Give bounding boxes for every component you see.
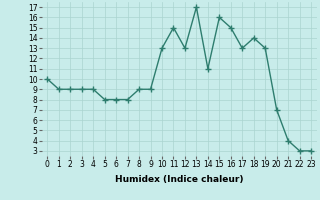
X-axis label: Humidex (Indice chaleur): Humidex (Indice chaleur) <box>115 175 244 184</box>
